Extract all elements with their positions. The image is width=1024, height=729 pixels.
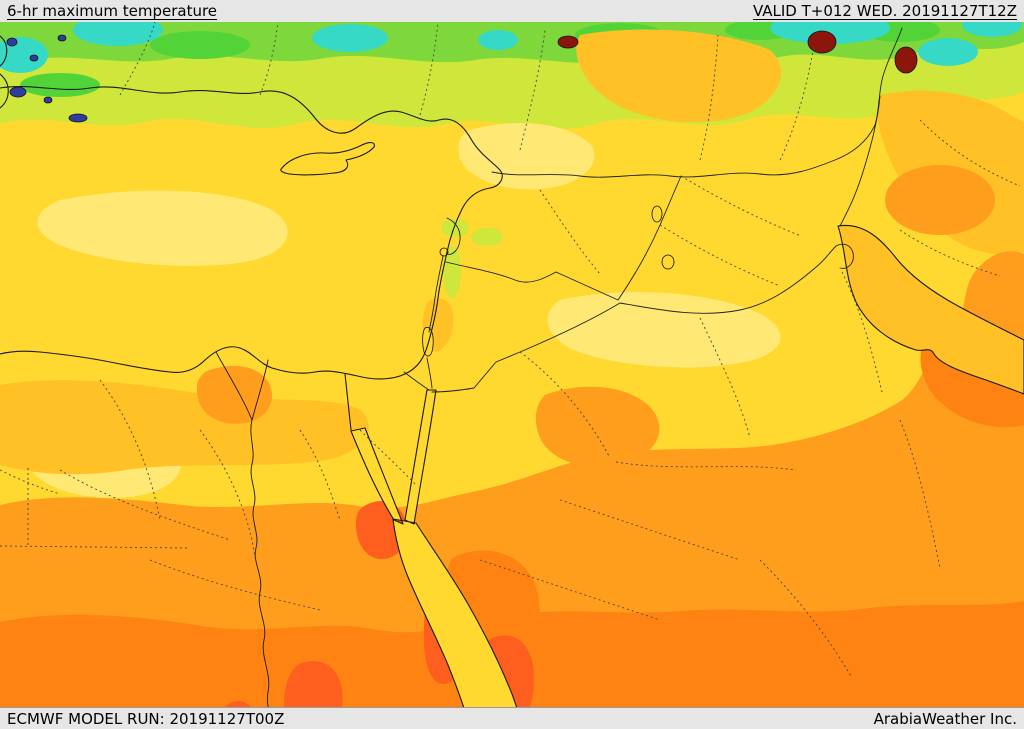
nile-river <box>215 351 273 729</box>
mediterranean-coastline <box>0 35 503 431</box>
country-borders <box>0 21 1021 679</box>
temp-zone-orange <box>0 165 1024 729</box>
model-run-label: ECMWF MODEL RUN: 20191127T00Z <box>7 709 285 728</box>
temp-blobs-bright-green <box>20 18 940 97</box>
temp-patches-amber <box>0 29 1024 475</box>
inland-lakes <box>422 205 675 357</box>
temp-zone-deep-orange <box>0 322 1024 729</box>
footer-bar: ECMWF MODEL RUN: 20191127T00Z ArabiaWeat… <box>0 707 1024 729</box>
cold-lakes-maroon <box>557 30 918 74</box>
cyprus-island <box>280 142 375 176</box>
temp-blobs-cyan <box>0 12 1022 73</box>
header-bar: 6-hr maximum temperature VALID T+012 WED… <box>0 0 1024 22</box>
coastlines <box>0 35 503 729</box>
credit-label: ArabiaWeather Inc. <box>873 709 1017 728</box>
admin-borders-dotted <box>0 21 1021 679</box>
map-title: 6-hr maximum temperature <box>7 2 218 20</box>
aegean-islands <box>6 34 88 123</box>
persian-gulf <box>837 224 1024 395</box>
temp-patches-levant-green <box>440 218 503 298</box>
valid-time-label: VALID T+012 WED. 20191127T12Z <box>752 2 1017 20</box>
water-bodies <box>6 30 1024 729</box>
temp-patches-light-yellow <box>26 123 781 498</box>
